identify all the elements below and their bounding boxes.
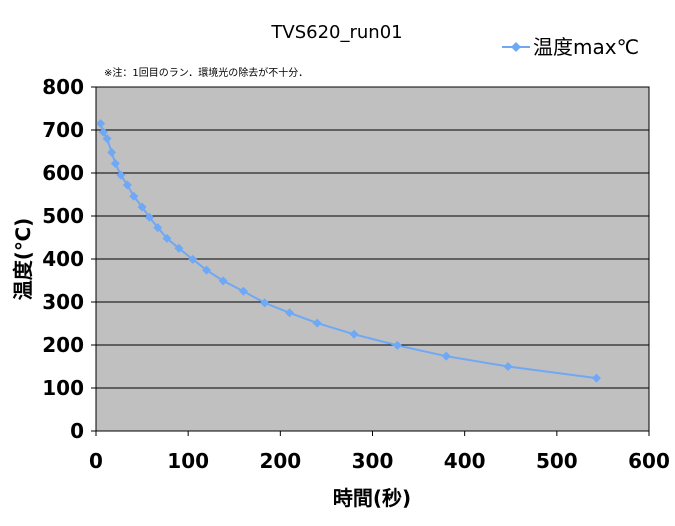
x-axis-label: 時間(秒)	[333, 486, 411, 510]
y-tick-label: 300	[42, 290, 84, 314]
y-axis-label: 温度(℃)	[11, 218, 35, 301]
y-tick-label: 200	[42, 333, 84, 357]
data-point	[260, 298, 270, 308]
y-tick-label: 500	[42, 204, 84, 228]
legend: 温度max℃	[502, 35, 639, 59]
chart-title: TVS620_run01	[270, 22, 402, 43]
data-point	[188, 254, 198, 264]
y-tick-label: 800	[42, 75, 84, 99]
data-point	[110, 159, 120, 169]
x-axis-ticks: 0 100 200 300 400 500 600	[89, 431, 670, 473]
data-point	[107, 147, 117, 157]
data-point	[96, 119, 106, 129]
y-tick-label: 0	[70, 419, 84, 443]
data-point	[503, 362, 513, 371]
x-tick-label: 200	[259, 449, 301, 473]
data-point	[174, 243, 184, 253]
data-point	[238, 286, 248, 296]
x-tick-label: 100	[167, 449, 209, 473]
x-tick-label: 600	[628, 449, 670, 473]
data-point	[285, 308, 295, 318]
data-point	[202, 265, 212, 275]
data-point	[137, 202, 147, 212]
y-axis-ticks: 0 100 200 300 400 500 600 700 800	[42, 75, 96, 443]
data-point	[312, 318, 322, 328]
data-point	[129, 191, 139, 201]
data-point	[441, 351, 451, 361]
y-tick-label: 600	[42, 161, 84, 185]
data-point	[349, 329, 359, 339]
legend-marker	[511, 42, 521, 52]
data-point	[162, 233, 172, 243]
x-tick-label: 500	[536, 449, 578, 473]
data-point	[591, 373, 601, 383]
x-tick-label: 300	[352, 449, 394, 473]
grid-lines	[96, 129, 649, 389]
y-tick-label: 100	[42, 376, 84, 400]
data-point	[153, 223, 163, 233]
y-tick-label: 700	[42, 118, 84, 142]
data-point	[116, 170, 126, 180]
data-point	[218, 276, 228, 286]
x-tick-label: 0	[89, 449, 103, 473]
chart-note: ※注：1回目のラン．環境光の除去が不十分．	[104, 66, 308, 79]
data-point	[144, 212, 154, 222]
plot-border	[95, 86, 650, 432]
data-point	[98, 127, 108, 137]
series-layer	[96, 119, 601, 383]
legend-label: 温度max℃	[533, 35, 639, 59]
data-point	[102, 134, 112, 144]
y-tick-label: 400	[42, 247, 84, 271]
x-tick-label: 400	[444, 449, 486, 473]
data-point	[122, 180, 132, 190]
data-point	[392, 340, 402, 350]
